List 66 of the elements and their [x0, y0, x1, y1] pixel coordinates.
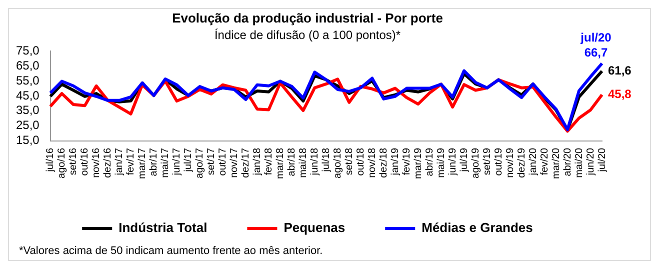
y-tick-label: 35,0: [16, 103, 40, 118]
y-tick-label: 55,0: [16, 73, 40, 88]
x-tick-label: jun/19: [447, 147, 458, 176]
x-tick-label: abr/17: [148, 147, 160, 176]
x-tick-label: mai/20: [574, 147, 585, 178]
y-tick-label: 45,0: [16, 88, 40, 102]
legend-label: Médias e Grandes: [422, 220, 533, 236]
x-tick-label: dez/17: [240, 147, 252, 178]
data-label: 66,7: [584, 46, 608, 60]
x-tick-label: set/16: [68, 147, 80, 176]
x-tick-label: fev/18: [263, 147, 274, 176]
x-tick-label: ago/17: [194, 147, 206, 178]
x-tick-label: mai/17: [160, 147, 172, 178]
x-tick-label: mai/19: [436, 147, 447, 178]
x-tick-label: ago/19: [470, 147, 482, 178]
legend-label: Indústria Total: [118, 220, 208, 236]
chart-title: Evolução da produção industrial - Por porte: [172, 10, 443, 26]
data-label: 45,8: [608, 87, 632, 102]
x-tick-label: mar/17: [137, 147, 148, 179]
x-tick-label: dez/18: [378, 147, 390, 178]
x-tick-label: jun/17: [172, 147, 183, 176]
x-tick-label: out/19: [493, 147, 504, 176]
x-tick-label: jul/20: [596, 147, 608, 173]
x-tick-label: nov/19: [504, 147, 516, 178]
x-tick-label: nov/17: [228, 147, 240, 178]
x-tick-label: jul/16: [45, 147, 56, 173]
y-tick-label: 25,0: [16, 118, 40, 132]
x-tick-label: mai/18: [298, 147, 309, 178]
x-tick-label: abr/18: [286, 147, 298, 176]
legend-label: Pequenas: [284, 220, 346, 236]
text: *Valores acima de 50 indicam aumento frente ao mês anterior.: [18, 245, 324, 259]
y-tick-label: 15,0: [16, 133, 40, 148]
x-tick-label: out/17: [217, 147, 228, 176]
x-tick-label: mar/18: [274, 147, 286, 179]
x-tick-label: fev/19: [401, 147, 412, 176]
y-tick-label: 75,0: [16, 43, 40, 58]
x-tick-label: mar/20: [550, 147, 562, 179]
x-tick-label: dez/19: [516, 147, 528, 178]
x-tick-label: set/18: [344, 147, 355, 176]
x-tick-label: jan/20: [528, 147, 539, 176]
x-tick-label: set/17: [206, 147, 217, 176]
x-tick-label: nov/16: [91, 147, 102, 178]
x-tick-label: jun/20: [585, 147, 596, 176]
data-label: 61,6: [608, 63, 632, 78]
x-tick-label: mar/19: [412, 147, 424, 179]
x-tick-label: jan/19: [390, 147, 401, 176]
x-tick-label: jun/18: [309, 147, 320, 176]
annotation: jul/20: [580, 30, 612, 45]
x-tick-label: abr/19: [424, 147, 436, 176]
x-tick-label: out/18: [355, 147, 366, 176]
x-tick-label: ago/18: [332, 147, 344, 178]
x-tick-label: dez/16: [102, 147, 114, 178]
x-tick-label: fev/17: [126, 147, 137, 176]
chart-subtitle: Índice de difusão (0 a 100 pontos)*: [214, 28, 401, 42]
x-tick-label: nov/18: [366, 147, 378, 178]
x-tick-label: jan/17: [114, 147, 126, 176]
x-tick-label: jan/18: [252, 147, 263, 176]
x-tick-label: set/19: [482, 147, 493, 176]
x-tick-label: jul/18: [320, 147, 332, 173]
x-tick-label: jul/17: [183, 147, 194, 173]
x-tick-label: fev/20: [539, 147, 550, 176]
x-tick-label: abr/20: [562, 147, 574, 176]
x-tick-label: ago/16: [56, 147, 68, 178]
y-tick-label: 65,0: [16, 58, 40, 72]
x-tick-label: jul/19: [458, 147, 470, 173]
x-tick-label: out/16: [80, 147, 91, 176]
